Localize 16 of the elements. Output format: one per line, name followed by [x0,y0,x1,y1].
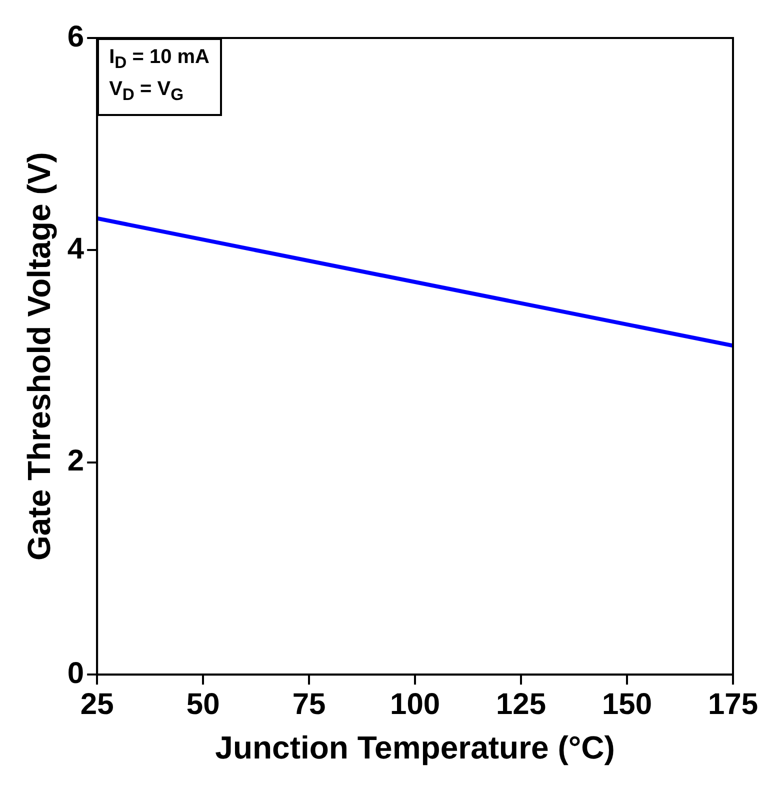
x-tick-label: 125 [496,688,546,721]
y-tick-label: 4 [67,232,84,266]
y-tick-label: 2 [67,444,84,478]
annotation: I$_{D}$ = 10 mA [109,45,210,74]
x-tick-label: 150 [602,688,652,721]
y-tick-label: 0 [67,656,84,690]
x-axis-title: Junction Temperature (°C) [215,730,615,766]
annotation: V$_{D}$ = V$_{G}$ [109,77,185,106]
note-box: I$_{D}$ = 10 mA V$_{D}$ = V$_{G}$ [97,38,222,116]
x-tick-label: 100 [390,688,440,721]
y-axis-title: Gate Threshold Voltage (V) [21,152,58,560]
x-tick-label: 25 [80,688,114,721]
x-tick-label: 75 [292,688,326,721]
x-tick-label: 50 [186,688,220,721]
y-tick-label: 6 [67,20,84,54]
x-tick-label: 175 [708,688,758,721]
